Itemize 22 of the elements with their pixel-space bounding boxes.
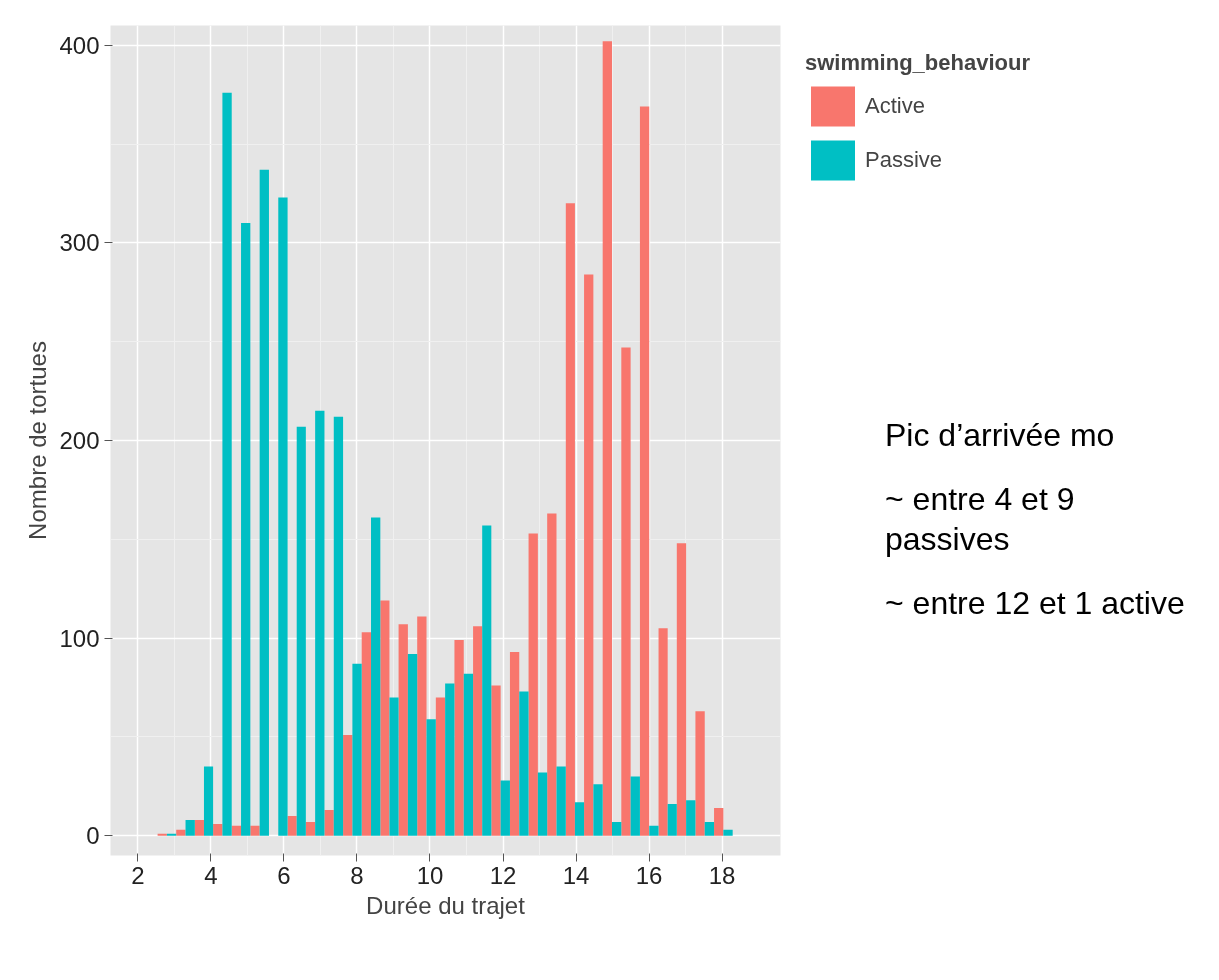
y-axis-title: Nombre de tortues xyxy=(24,341,52,540)
legend-label: Passive xyxy=(865,147,943,173)
x-tick-label: 16 xyxy=(635,861,663,889)
x-axis-title: Durée du trajet xyxy=(366,891,526,919)
y-tick-label: 400 xyxy=(59,31,100,59)
x-tick-label: 12 xyxy=(489,861,517,889)
y-tick-label: 0 xyxy=(86,822,100,850)
x-tick-label: 10 xyxy=(416,861,444,889)
x-tick-label: 2 xyxy=(131,861,145,889)
text: Pic d’arrivée mo xyxy=(885,416,1116,455)
x-tick-label: 4 xyxy=(204,861,218,889)
text: ~ entre 4 et 9 passives xyxy=(885,480,1076,559)
x-tick-label: 18 xyxy=(708,861,736,889)
y-tick-label: 100 xyxy=(59,624,100,652)
legend-label: Active xyxy=(865,93,925,119)
x-tick-label: 8 xyxy=(350,861,364,889)
legend-title: swimming_behaviour xyxy=(805,50,1030,76)
text: ~ entre 12 et 1 active xyxy=(885,584,1185,623)
x-tick-label: 6 xyxy=(277,861,291,889)
y-tick-label: 200 xyxy=(59,427,100,454)
x-tick-label: 14 xyxy=(562,861,590,889)
y-tick-label: 300 xyxy=(59,229,100,257)
